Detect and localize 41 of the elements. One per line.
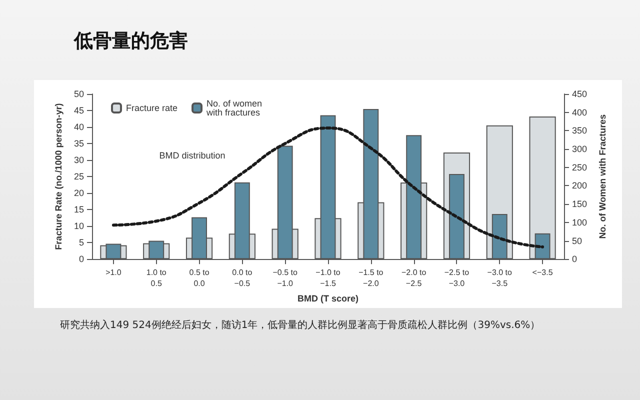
y2-tick-label: 400 xyxy=(572,107,588,118)
text: 研究共纳入149 524例绝经后妇女，随访1年，低骨量的人群比例显著高于骨质疏松人群比例（39%vs.6%） xyxy=(60,318,540,332)
y2-axis-title: No. of Women with Fractures xyxy=(597,114,608,239)
y2-tick-label: 0 xyxy=(572,254,578,264)
y2-tick-label: 250 xyxy=(572,162,588,172)
y-tick-label: 40 xyxy=(74,122,84,132)
line-series xyxy=(112,126,544,248)
y-tick-label: 45 xyxy=(74,106,84,116)
y-tick-label: 25 xyxy=(74,172,84,182)
y2-tick-label: 100 xyxy=(572,217,588,228)
chart-title: 低骨量的危害 xyxy=(74,29,188,54)
x-tick-label: −2.0 to −2.5 xyxy=(401,268,427,288)
text: BMD distribution xyxy=(159,150,226,160)
y2-tick-label: 200 xyxy=(572,180,588,191)
x-axis-title: BMD (T score) xyxy=(297,294,359,304)
x-tick-label: −0.5 to −1.0 xyxy=(272,268,298,288)
y2-tick-label: 450 xyxy=(572,89,588,99)
x-tick-label: −1.0 to −1.5 xyxy=(316,268,341,288)
x-tick-label: −2.5 to −3.0 xyxy=(444,268,470,288)
y-tick-label: 30 xyxy=(74,155,84,166)
y2-tick-label: 300 xyxy=(572,144,588,154)
y-tick-label: 10 xyxy=(74,221,84,232)
y-tick-label: 0 xyxy=(78,254,84,264)
x-tick-label: 0.0 to −0.5 xyxy=(232,268,253,288)
y-tick-label: 35 xyxy=(74,138,84,149)
x-tick-label: 0.5 to 0.0 xyxy=(189,268,210,288)
y2-tick-label: 350 xyxy=(572,126,588,136)
x-tick-label: −1.5 to −2.0 xyxy=(358,268,384,288)
x-tick-label: 1.0 to 0.5 xyxy=(146,268,167,288)
x-tick-label: >1.0 xyxy=(106,268,122,278)
x-tick-label: −3.0 to −3.5 xyxy=(487,268,513,288)
y2-tick-label: 150 xyxy=(572,199,588,210)
x-tick-label: <−3.5 xyxy=(532,268,554,278)
y-tick-label: 20 xyxy=(74,188,84,198)
legend-label: Fracture rate xyxy=(126,103,178,113)
y-tick-label: 5 xyxy=(78,238,84,248)
legend-label: No. of women with fractures xyxy=(206,98,262,118)
y2-tick-label: 50 xyxy=(572,236,582,246)
y-axis-title: Fracture Rate (no./1000 person-yr) xyxy=(54,103,64,250)
y-tick-label: 50 xyxy=(74,89,84,99)
y-tick-label: 15 xyxy=(74,204,84,215)
